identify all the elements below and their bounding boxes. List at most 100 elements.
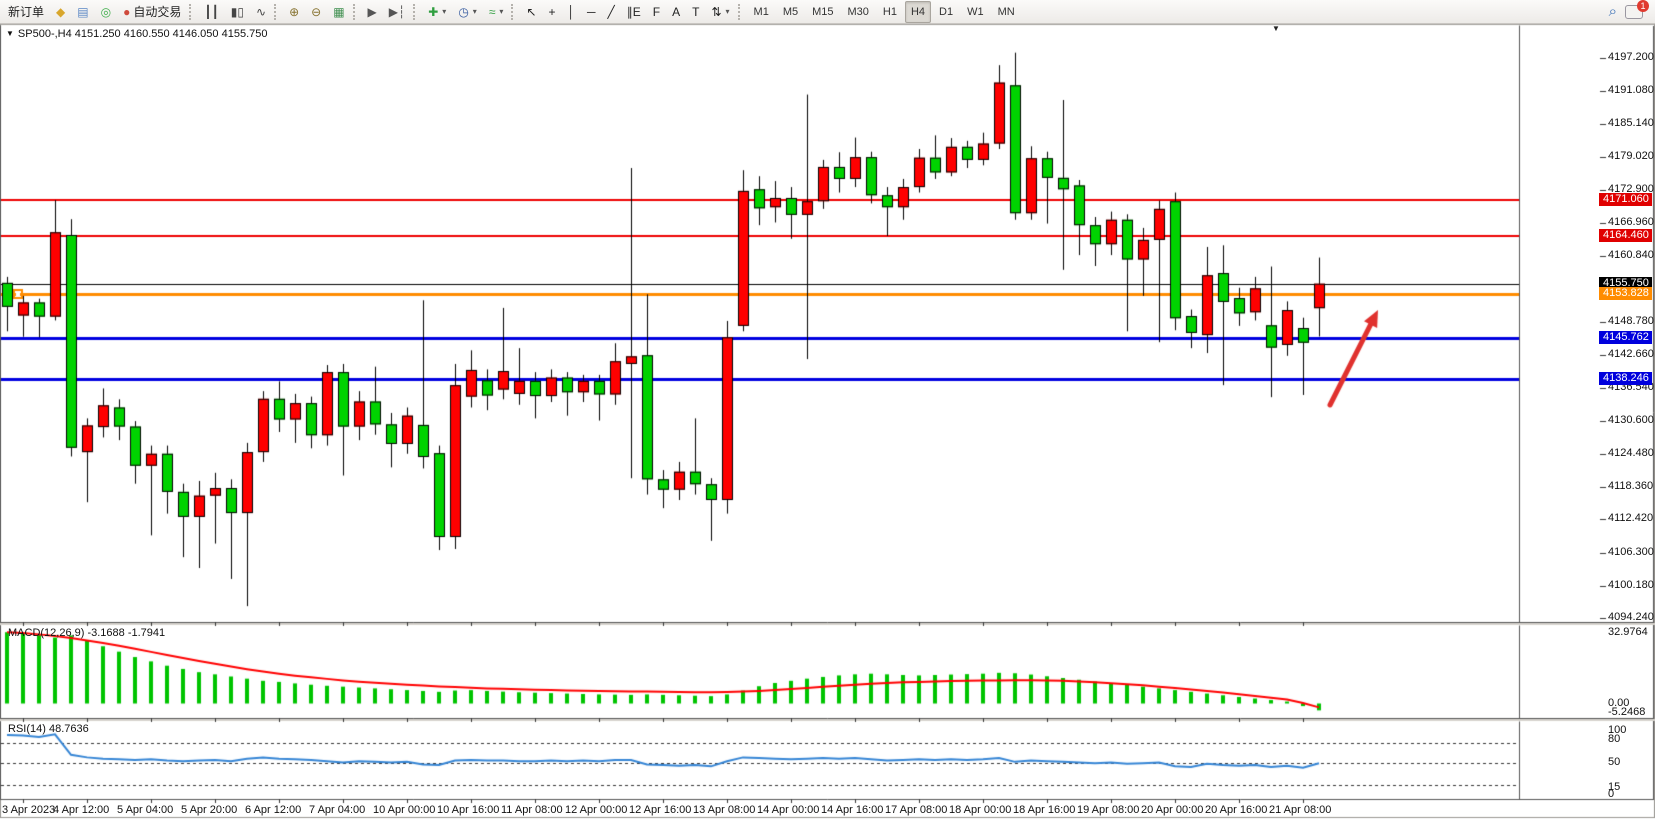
- toolbar-overflow-chevron-icon[interactable]: ▼: [1272, 24, 1280, 33]
- zoom-in-icon: ⊕: [289, 4, 300, 19]
- rsi-scale-label: 100: [1608, 724, 1627, 736]
- time-tick-label: 11 Apr 08:00: [501, 804, 563, 816]
- auto-scroll-button[interactable]: ▶: [363, 1, 382, 23]
- arrows-button-dropdown-icon[interactable]: ▾: [725, 7, 730, 16]
- timeframe-d1[interactable]: D1: [933, 1, 959, 23]
- timeframe-h4[interactable]: H4: [904, 0, 932, 23]
- toolbar-group-grip: [274, 3, 281, 20]
- time-tick-label: 3 Apr 2023: [2, 804, 56, 816]
- price-tick-label: 4185.140: [1608, 116, 1654, 129]
- timeframe-m1[interactable]: M1: [748, 1, 775, 23]
- crosshair-button[interactable]: +: [543, 1, 560, 23]
- time-tick-label: 18 Apr 00:00: [949, 804, 1012, 816]
- cursor-button[interactable]: ↖: [521, 1, 541, 23]
- toolbar-group: ┃┃ ▮▯ ∿: [198, 1, 272, 23]
- crosshair-icon: +: [548, 4, 556, 19]
- period-icon: ◷: [458, 4, 469, 19]
- price-tick-label: 4179.020: [1608, 150, 1654, 163]
- timeframe-mn-label: MN: [997, 5, 1015, 18]
- timeframe-m30-label: M30: [847, 5, 869, 18]
- new-order-button[interactable]: 新订单: [3, 1, 49, 23]
- toolbar-group: ▶ ▶┆: [362, 1, 412, 23]
- text-label-icon: T: [692, 4, 700, 19]
- timeframe-m5[interactable]: M5: [777, 1, 804, 23]
- text-button[interactable]: A: [667, 1, 685, 23]
- trendline-button[interactable]: ╱: [603, 1, 620, 23]
- equidistant-channel-button[interactable]: ∥E: [622, 1, 646, 23]
- rsi-scale-label: 0: [1608, 788, 1615, 800]
- arrows-icon: ⇅: [711, 4, 722, 19]
- text-label-button[interactable]: T: [687, 1, 704, 23]
- signals-button[interactable]: ◎: [96, 1, 116, 23]
- toolbar-right-icons: ⌕ 1: [1608, 0, 1653, 20]
- time-tick-label: 14 Apr 16:00: [821, 804, 884, 816]
- timeframe-h1-label: H1: [882, 5, 897, 18]
- toolbar-group-grip: [352, 3, 360, 20]
- equidistant-channel-icon: ∥E: [626, 4, 641, 19]
- zoom-in-button[interactable]: ⊕: [284, 1, 304, 23]
- price-tick-label: 4166.960: [1608, 215, 1654, 228]
- tile-windows-button[interactable]: ▦: [328, 1, 349, 23]
- line-chart-icon: ∿: [256, 4, 267, 19]
- new-chart-button-dropdown-icon[interactable]: ▾: [442, 7, 447, 16]
- time-tick-label: 21 Apr 08:00: [1269, 804, 1332, 816]
- fibonacci-icon: F: [652, 4, 661, 19]
- time-tick-label: 12 Apr 00:00: [565, 804, 628, 816]
- toolbar-group: 新订单 ◆ ▤ ◎ ● 自动交易: [2, 1, 187, 23]
- chart-title-text: SP500-,H4 4151.250 4160.550 4146.050 415…: [17, 28, 268, 40]
- algo-trading-button[interactable]: ● 自动交易: [118, 1, 186, 23]
- candlestick-chart-icon: ▮▯: [230, 4, 245, 19]
- price-line-label: 4155.750: [1599, 276, 1652, 290]
- time-tick-label: 12 Apr 16:00: [629, 804, 692, 816]
- new-chart-button[interactable]: ✚ ▾: [423, 1, 451, 23]
- signals-icon: ◎: [100, 4, 112, 19]
- vertical-line-button[interactable]: │: [563, 1, 581, 23]
- timeframe-h4-label: H4: [910, 5, 926, 18]
- depth-of-market-button[interactable]: ▤: [72, 1, 93, 23]
- price-line-label: 4171.060: [1599, 193, 1652, 207]
- period-button-dropdown-icon[interactable]: ▾: [472, 7, 477, 16]
- horizontal-line-icon: ─: [587, 4, 596, 19]
- timeframe-h1[interactable]: H1: [877, 1, 903, 23]
- zoom-out-button[interactable]: ⊖: [306, 1, 326, 23]
- timeframe-m15[interactable]: M15: [806, 1, 839, 23]
- timeframe-m1-label: M1: [753, 5, 769, 18]
- chat-icon[interactable]: 1: [1625, 0, 1649, 19]
- depth-of-market-icon: ▤: [77, 4, 89, 19]
- time-tick-label: 7 Apr 04:00: [309, 804, 366, 816]
- toolbar-group-grip: [189, 3, 196, 20]
- time-tick-label: 14 Apr 00:00: [757, 804, 820, 816]
- period-button[interactable]: ◷ ▾: [453, 1, 482, 23]
- time-tick-label: 13 Apr 08:00: [693, 804, 756, 816]
- macd-indicator-label: MACD(12,26,9) -3.1688 -1.7941: [8, 627, 166, 639]
- search-icon[interactable]: ⌕: [1608, 3, 1617, 20]
- chart-shift-button[interactable]: ▶┆: [384, 1, 410, 23]
- fibonacci-button[interactable]: F: [648, 1, 665, 23]
- bar-chart-icon: ┃┃: [204, 4, 219, 19]
- macd-scale-label: 0.00: [1608, 697, 1630, 709]
- horizontal-line-button[interactable]: ─: [582, 1, 601, 23]
- main-toolbar: 新订单 ◆ ▤ ◎ ● 自动交易 ┃┃ ▮▯ ∿ ⊕ ⊖ ▦ ▶ ▶┆ ✚ ▾ ◷ ▾ ≈ ▾ ↖ + │ ─ ╱ ∥E F A T ⇅ ▾…: [0, 0, 1655, 24]
- timeframe-mn[interactable]: MN: [992, 1, 1021, 23]
- rsi-scale-label: 80: [1608, 733, 1621, 745]
- timeframe-m30[interactable]: M30: [842, 1, 875, 23]
- rsi-scale-label: 50: [1608, 756, 1621, 768]
- line-chart-button[interactable]: ∿: [251, 1, 271, 23]
- template-button[interactable]: ≈ ▾: [484, 1, 509, 23]
- chart-gold-icon-button[interactable]: ◆: [51, 1, 70, 23]
- template-button-dropdown-icon[interactable]: ▾: [499, 7, 504, 16]
- price-tick-label: 4094.240: [1608, 611, 1654, 624]
- price-line-label: 4138.246: [1599, 371, 1652, 385]
- toolbar-group: ↖ + │ ─ ╱ ∥E F A T ⇅ ▾: [520, 1, 735, 23]
- timeframe-w1[interactable]: W1: [961, 1, 990, 23]
- template-icon: ≈: [488, 4, 496, 19]
- rsi-scale-label: 15: [1608, 781, 1621, 793]
- price-line-label: 4145.762: [1599, 331, 1652, 345]
- candlestick-chart-button[interactable]: ▮▯: [226, 1, 249, 23]
- bar-chart-button[interactable]: ┃┃: [199, 1, 223, 23]
- chart-title-collapse-icon[interactable]: ▼: [6, 29, 14, 38]
- arrows-button[interactable]: ⇅ ▾: [706, 1, 734, 23]
- toolbar-group-grip: [511, 3, 518, 20]
